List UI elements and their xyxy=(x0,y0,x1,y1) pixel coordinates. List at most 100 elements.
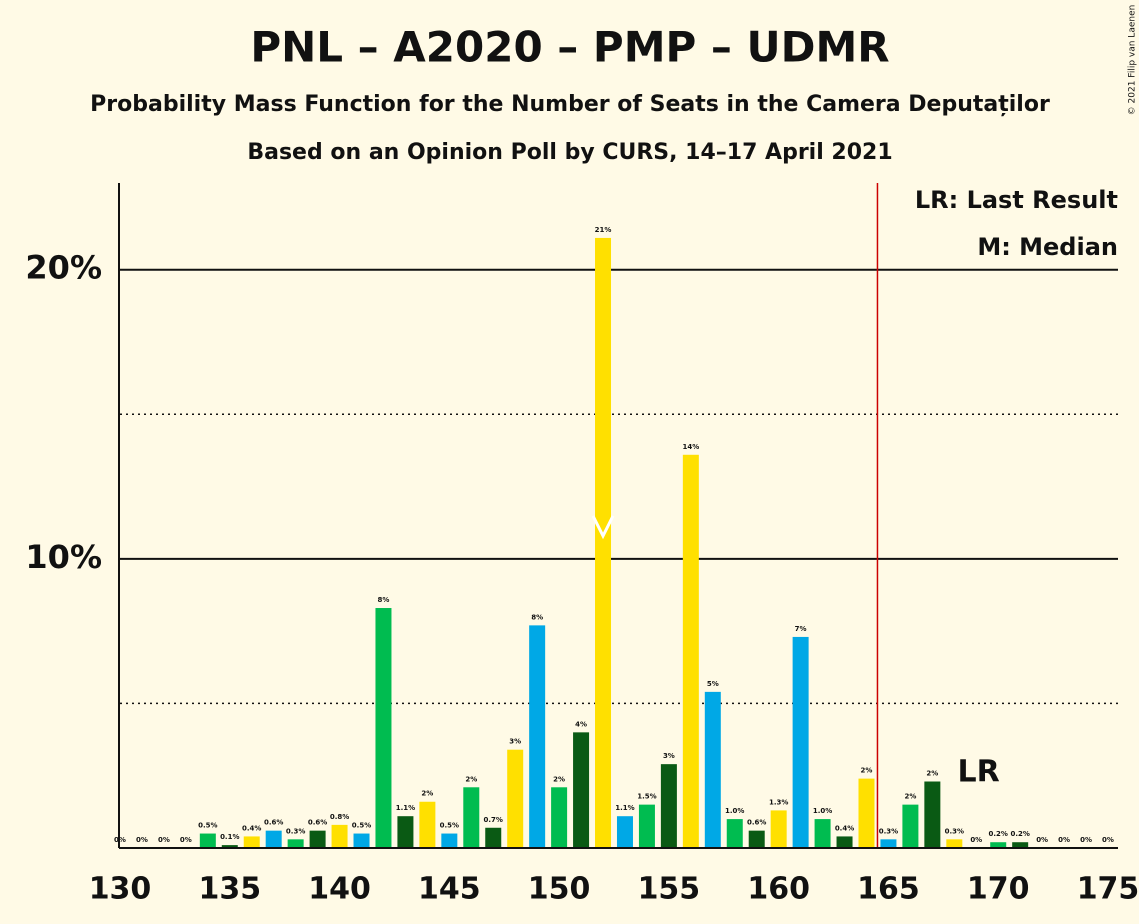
value-label: 0.3% xyxy=(945,827,964,835)
bar xyxy=(836,836,853,848)
bar xyxy=(485,827,502,848)
value-label: 0.5% xyxy=(440,822,459,830)
value-label: 0% xyxy=(1080,836,1092,844)
value-label: 0.2% xyxy=(989,830,1008,838)
value-label: 0.6% xyxy=(264,819,283,827)
bar xyxy=(638,804,655,848)
bar xyxy=(814,819,831,848)
value-label: 2% xyxy=(861,767,873,775)
value-label: 1.1% xyxy=(615,804,634,812)
value-label: 0% xyxy=(970,836,982,844)
bar xyxy=(880,839,897,848)
bar xyxy=(682,454,699,848)
bar xyxy=(463,787,480,848)
bar xyxy=(375,608,392,848)
bar xyxy=(792,636,809,848)
bar xyxy=(441,833,458,848)
x-tick-label: 170 xyxy=(967,872,1030,907)
value-label: 0.8% xyxy=(330,813,349,821)
x-tick-label: 145 xyxy=(418,872,481,907)
value-label: 0% xyxy=(180,836,192,844)
bar xyxy=(704,691,721,848)
value-label: 0.2% xyxy=(1010,830,1029,838)
bar xyxy=(1012,842,1029,848)
value-label: 0.5% xyxy=(352,822,371,830)
last-result-label: LR xyxy=(957,755,999,790)
value-label: 0.4% xyxy=(835,824,854,832)
value-label: 0.3% xyxy=(879,827,898,835)
value-label: 0.1% xyxy=(220,833,239,841)
bar xyxy=(331,824,348,848)
bar xyxy=(397,816,414,848)
value-label: 0% xyxy=(158,836,170,844)
value-label: 0% xyxy=(1058,836,1070,844)
bar xyxy=(353,833,370,848)
bar xyxy=(243,836,260,848)
value-label: 8% xyxy=(378,596,390,604)
value-label: 14% xyxy=(682,443,699,451)
value-label: 2% xyxy=(465,775,477,783)
value-label: 1.1% xyxy=(396,804,415,812)
chart-subtitle: Probability Mass Function for the Number… xyxy=(90,92,1050,117)
copyright: © 2021 Filip van Laenen xyxy=(1128,5,1138,116)
value-label: 1.0% xyxy=(725,807,744,815)
bar xyxy=(199,833,216,848)
value-label: 0.3% xyxy=(286,827,305,835)
value-label: 0.6% xyxy=(747,819,766,827)
value-label: 0.6% xyxy=(308,819,327,827)
chart-subtitle: Based on an Opinion Poll by CURS, 14–17 … xyxy=(247,140,892,165)
value-label: 0% xyxy=(1102,836,1114,844)
x-tick-label: 165 xyxy=(857,872,920,907)
bar xyxy=(990,842,1007,848)
bar xyxy=(551,787,568,848)
bar xyxy=(858,778,875,848)
x-tick-label: 130 xyxy=(89,872,152,907)
value-label: 3% xyxy=(663,752,675,760)
value-label: 0% xyxy=(1036,836,1048,844)
bar xyxy=(902,804,919,848)
value-label: 2% xyxy=(421,790,433,798)
y-tick-label: 20% xyxy=(25,249,102,287)
bar xyxy=(573,732,590,848)
value-label: 2% xyxy=(904,793,916,801)
value-label: 0.7% xyxy=(484,816,503,824)
bar xyxy=(309,830,326,848)
bar xyxy=(507,749,524,848)
x-tick-label: 175 xyxy=(1077,872,1139,907)
median-marker xyxy=(591,515,615,540)
bar xyxy=(419,801,436,848)
x-tick-label: 150 xyxy=(528,872,591,907)
x-tick-label: 135 xyxy=(198,872,261,907)
value-label: 1.0% xyxy=(813,807,832,815)
value-label: 0.5% xyxy=(198,822,217,830)
bar xyxy=(924,781,941,848)
y-tick-label: 10% xyxy=(25,538,102,576)
legend-entry: LR: Last Result xyxy=(915,186,1118,214)
value-label: 3% xyxy=(509,738,521,746)
value-label: 1.3% xyxy=(769,798,788,806)
value-label: 21% xyxy=(595,226,612,234)
bar xyxy=(770,810,787,848)
bar xyxy=(265,830,282,848)
value-label: 2% xyxy=(553,775,565,783)
bar xyxy=(595,237,612,848)
value-label: 8% xyxy=(531,613,543,621)
x-tick-label: 160 xyxy=(747,872,810,907)
value-label: 1.5% xyxy=(637,793,656,801)
chart-title: PNL – A2020 – PMP – UDMR xyxy=(250,23,889,72)
value-label: 7% xyxy=(795,625,807,633)
bar xyxy=(616,816,633,848)
bar xyxy=(529,625,546,848)
bar xyxy=(221,845,238,848)
x-tick-label: 155 xyxy=(638,872,701,907)
bar xyxy=(946,839,963,848)
bar xyxy=(726,819,743,848)
value-label: 0% xyxy=(136,836,148,844)
bar xyxy=(748,830,765,848)
value-label: 0.4% xyxy=(242,824,261,832)
value-label: 2% xyxy=(926,770,938,778)
x-tick-label: 140 xyxy=(308,872,371,907)
value-label: 5% xyxy=(707,680,719,688)
